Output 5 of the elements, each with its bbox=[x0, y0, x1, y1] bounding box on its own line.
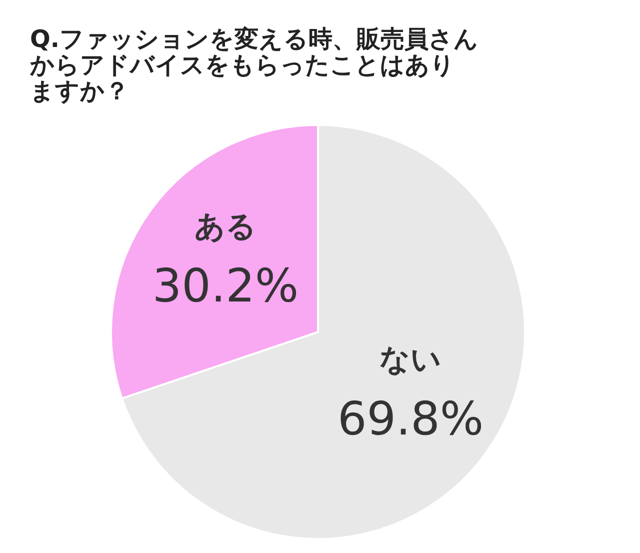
data-label: 30.2% bbox=[152, 258, 299, 313]
data-label: 69.8% bbox=[337, 391, 484, 446]
slice-label: ない bbox=[380, 342, 442, 378]
slice-label: ある bbox=[194, 210, 256, 245]
chart-title: Q.ファッションを変える時、販売員さんからアドバイスをもらったことはありますか？ bbox=[29, 25, 479, 105]
